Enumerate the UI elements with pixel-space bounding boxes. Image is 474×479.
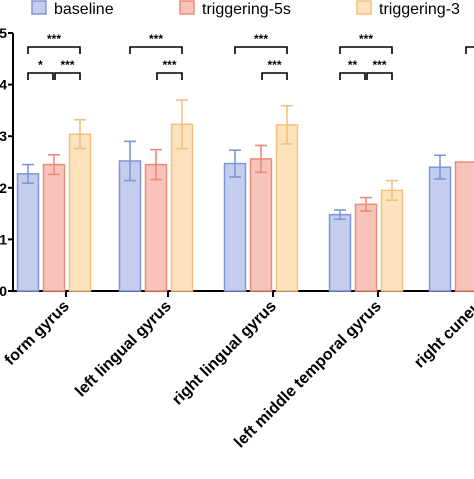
bar: [44, 165, 65, 291]
bar: [456, 162, 474, 291]
y-tick-label: 4: [0, 77, 7, 93]
x-category-label: form gyrus: [2, 298, 73, 369]
legend-swatch: [180, 1, 194, 14]
significance-bracket: [28, 47, 80, 54]
bar: [277, 125, 298, 291]
bar: [70, 134, 91, 291]
significance-bracket: [340, 73, 365, 80]
bar: [356, 204, 377, 291]
significance-label: *: [38, 58, 43, 72]
significance-bracket: [130, 47, 182, 54]
legend-label: triggering-5s: [202, 1, 291, 18]
legend-label: triggering-3: [379, 1, 460, 18]
x-category-label: right lingual gyrus: [169, 298, 280, 409]
bar: [382, 190, 403, 291]
significance-bracket: [28, 73, 53, 80]
significance-label: ***: [162, 58, 176, 72]
bar: [430, 167, 451, 291]
significance-bracket: [55, 73, 80, 80]
significance-label: ***: [254, 32, 268, 46]
significance-bracket: [262, 73, 287, 80]
legend-swatch: [357, 1, 371, 14]
significance-bracket: [367, 73, 392, 80]
x-category-label: left lingual gyrus: [72, 298, 175, 401]
bar: [146, 165, 167, 291]
significance-label: ***: [267, 58, 281, 72]
y-tick-label: 3: [0, 128, 7, 144]
significance-label: ***: [60, 58, 74, 72]
y-tick-label: 1: [0, 231, 7, 247]
significance-bracket: [340, 47, 392, 54]
legend-label: baseline: [54, 1, 114, 18]
significance-label: ***: [47, 32, 61, 46]
significance-bracket: [157, 73, 182, 80]
bar: [18, 174, 39, 291]
significance-label: ***: [359, 32, 373, 46]
y-tick-label: 5: [0, 25, 7, 41]
significance-bracket: [235, 47, 287, 54]
x-category-label: right cuneu: [411, 298, 474, 372]
bar: [225, 164, 246, 291]
significance-label: **: [348, 58, 358, 72]
significance-label: ***: [372, 58, 386, 72]
significance-label: ***: [149, 32, 163, 46]
legend-swatch: [32, 1, 46, 14]
significance-bracket: [466, 47, 474, 54]
y-tick-label: 2: [0, 180, 7, 196]
y-tick-label: 0: [0, 283, 7, 299]
bar: [251, 159, 272, 291]
bar: [330, 215, 351, 291]
